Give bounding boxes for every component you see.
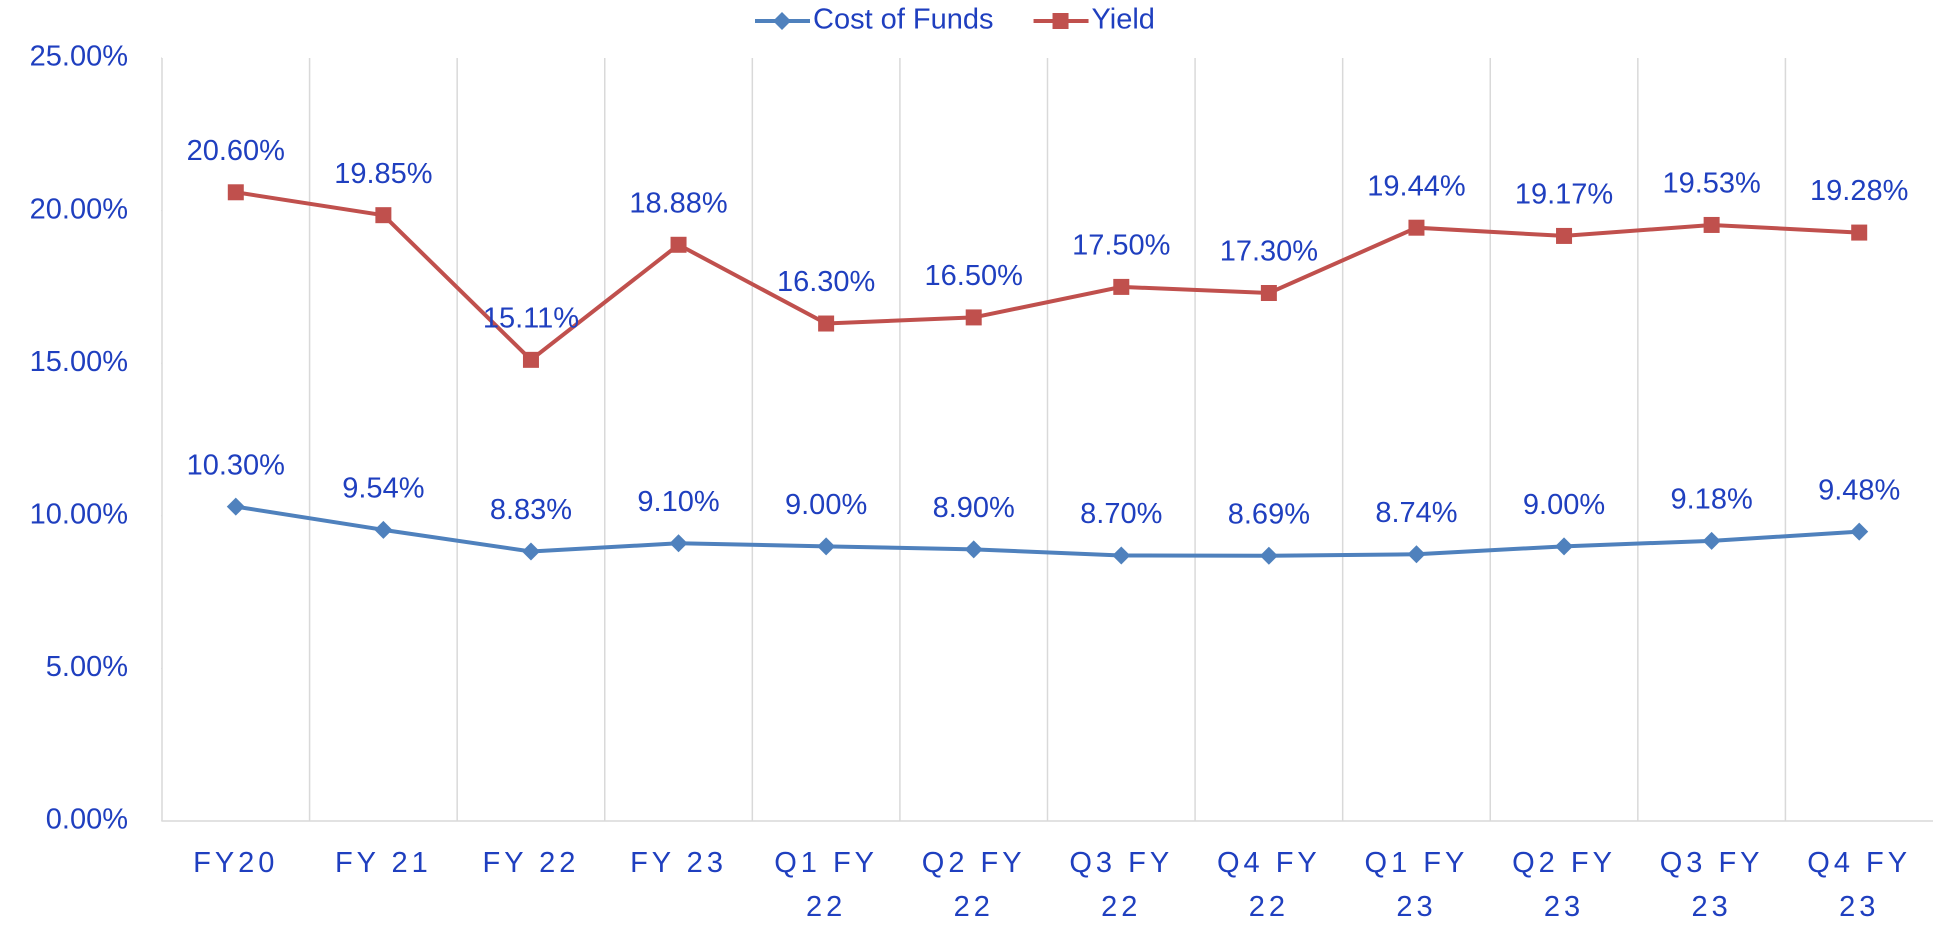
data-point	[964, 540, 983, 559]
data-point	[1702, 531, 1721, 550]
data-point	[1112, 546, 1131, 565]
data-label: 16.50%	[925, 260, 1023, 292]
data-label: 9.48%	[1818, 474, 1900, 506]
data-label: 9.18%	[1671, 483, 1753, 515]
data-label: 17.30%	[1220, 236, 1318, 268]
data-label: 19.44%	[1367, 170, 1465, 202]
y-tick-label: 5.00%	[46, 651, 128, 683]
x-tick-label: Q4 FY 23	[1807, 847, 1912, 923]
x-tick-label: FY20	[193, 847, 279, 879]
legend-marker	[1052, 13, 1069, 29]
data-point	[226, 497, 245, 516]
legend-marker	[773, 12, 791, 30]
data-point	[227, 184, 244, 201]
legend-label: Yield	[1092, 4, 1155, 36]
y-tick-label: 25.00%	[30, 41, 128, 73]
data-label: 17.50%	[1072, 230, 1170, 262]
data-label: 19.85%	[334, 158, 432, 190]
data-point	[1851, 224, 1868, 241]
data-point	[669, 534, 688, 553]
data-label: 19.17%	[1515, 179, 1613, 211]
data-label: 9.00%	[785, 489, 867, 521]
data-point	[817, 537, 836, 556]
data-label: 8.70%	[1080, 498, 1162, 530]
y-tick-label: 10.00%	[30, 498, 128, 530]
x-tick-label: FY 21	[334, 847, 432, 879]
y-tick-label: 15.00%	[30, 346, 128, 378]
data-label: 8.69%	[1228, 498, 1310, 530]
data-point	[1850, 522, 1869, 541]
x-tick-label: Q3 FY 22	[1069, 847, 1174, 923]
x-tick-label: Q2 FY 23	[1512, 847, 1616, 923]
x-tick-label: Q2 FY 22	[921, 847, 1026, 923]
data-point	[1260, 285, 1277, 302]
data-label: 18.88%	[629, 187, 727, 219]
data-label: 9.00%	[1523, 489, 1605, 521]
data-point	[1556, 227, 1573, 244]
x-tick-label: FY 22	[482, 847, 580, 879]
data-point	[1113, 278, 1130, 295]
x-tick-label: Q4 FY 22	[1216, 847, 1321, 923]
data-label: 8.83%	[490, 494, 572, 526]
data-point	[1408, 219, 1425, 236]
data-label: 9.54%	[342, 472, 424, 504]
data-point	[374, 520, 393, 539]
series-line	[235, 190, 1860, 363]
data-label: 10.30%	[187, 449, 285, 481]
legend-label: Cost of Funds	[813, 4, 994, 36]
data-label: 19.53%	[1662, 168, 1760, 200]
data-label: 16.30%	[777, 266, 875, 298]
data-label: 19.28%	[1810, 175, 1908, 207]
data-point	[1703, 216, 1720, 233]
data-label: 8.74%	[1375, 497, 1457, 529]
data-point	[670, 236, 687, 253]
x-tick-label: FY 23	[630, 847, 727, 879]
data-label: 8.90%	[933, 492, 1015, 524]
data-label: 15.11%	[483, 302, 579, 334]
data-point	[1555, 537, 1574, 556]
data-point	[522, 351, 539, 368]
data-point	[818, 315, 835, 332]
data-point	[1407, 545, 1426, 564]
series-line	[235, 504, 1860, 558]
y-tick-label: 0.00%	[46, 804, 128, 836]
data-point	[375, 207, 392, 224]
data-label: 20.60%	[187, 135, 285, 167]
x-tick-label: Q1 FY 22	[774, 847, 879, 923]
x-tick-label: Q1 FY 23	[1364, 847, 1469, 923]
data-point	[1259, 546, 1278, 565]
y-tick-label: 20.00%	[30, 193, 128, 225]
data-label: 9.10%	[637, 486, 719, 518]
data-point	[965, 309, 982, 326]
x-tick-label: Q3 FY 23	[1659, 847, 1764, 923]
data-point	[521, 542, 540, 561]
